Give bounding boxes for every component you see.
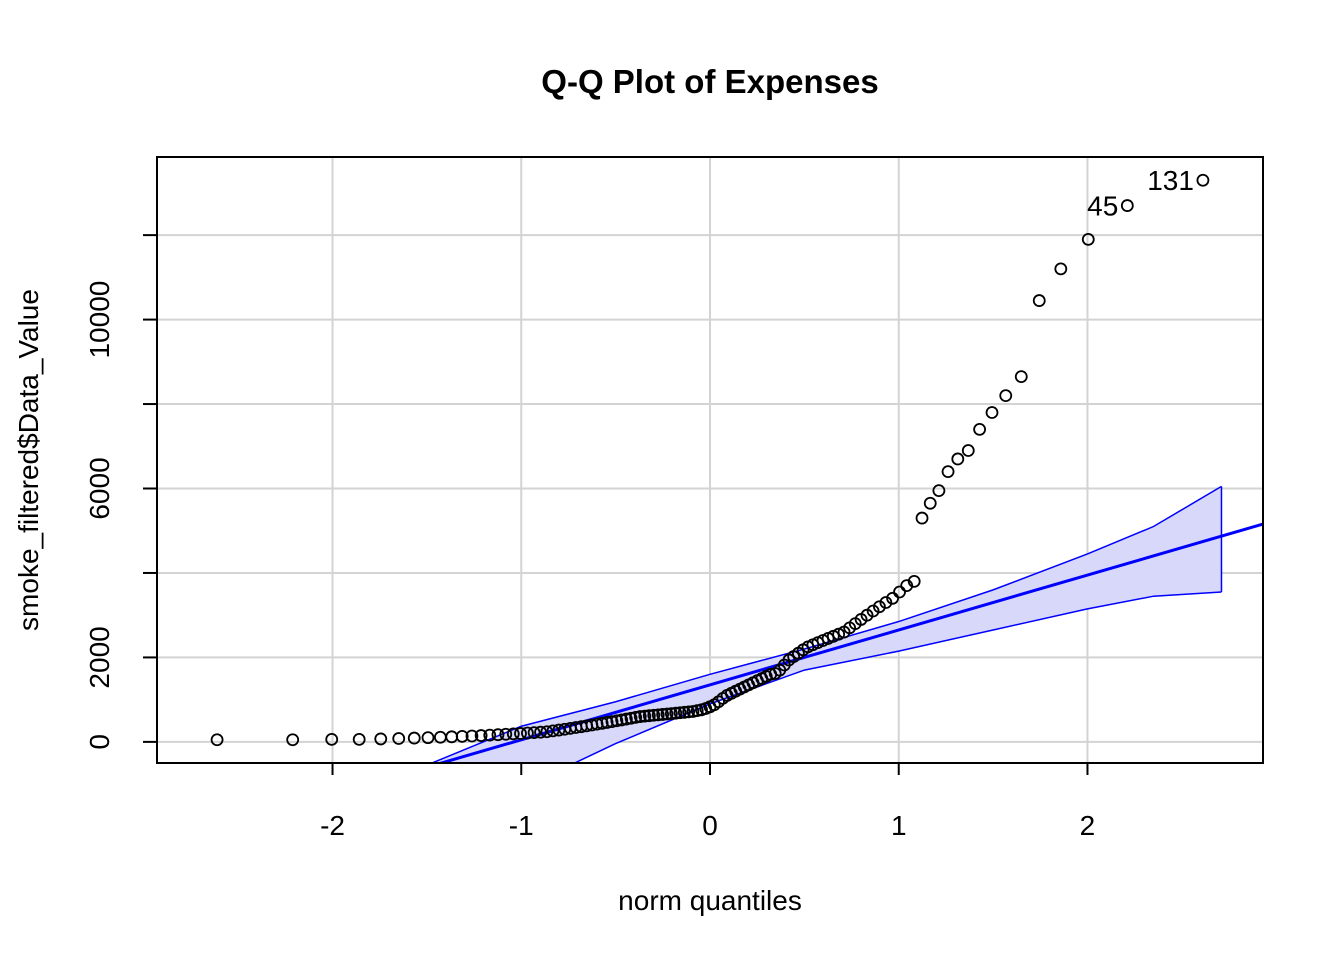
qq-point (610, 714, 624, 728)
qq-point (873, 600, 886, 614)
qq-point (374, 732, 388, 746)
qq-point (1081, 232, 1095, 246)
qq-point (932, 484, 946, 498)
qq-point (210, 733, 224, 747)
qq-point (893, 585, 906, 599)
qq-point (682, 705, 696, 719)
qq-point (1032, 294, 1046, 307)
qq-point (483, 728, 497, 742)
reference-line (436, 522, 1263, 763)
qq-point (521, 726, 534, 740)
x-axis: -2 -1 0 1 2 (320, 763, 1095, 841)
qq-point (961, 444, 975, 457)
qq-point (474, 729, 488, 742)
qq-point (352, 732, 366, 746)
qq-point (660, 707, 674, 721)
y-tick-label: 6000 (84, 457, 115, 519)
qq-point (546, 724, 560, 738)
qq-point (879, 596, 893, 609)
qq-point (642, 709, 656, 723)
qq-point (923, 496, 937, 510)
x-tick-label: -1 (509, 810, 534, 841)
qq-point (615, 713, 629, 727)
qq-point (866, 604, 880, 618)
qq-point (941, 465, 955, 479)
qq-point (534, 725, 547, 739)
qq-point (506, 727, 520, 741)
qq-point (499, 727, 513, 741)
reference-line-layer (436, 522, 1263, 763)
x-axis-label: norm quantiles (618, 885, 802, 916)
qq-point (540, 725, 554, 739)
qq-point (392, 732, 406, 745)
qq-point (999, 389, 1013, 402)
qq-point (985, 406, 999, 419)
qq-point (600, 716, 614, 729)
qq-point (633, 710, 647, 723)
qq-point (407, 731, 421, 745)
data-points (210, 173, 1210, 747)
qq-point (647, 708, 661, 722)
x-tick-label: 2 (1080, 810, 1096, 841)
point-labels: 45 131 (1087, 165, 1194, 221)
qq-point (619, 712, 633, 726)
confidence-band (432, 486, 1222, 763)
qq-point (677, 705, 691, 719)
grid (157, 157, 1263, 763)
qq-point (286, 733, 300, 747)
confidence-band-upper (430, 485, 1222, 763)
qq-point (455, 729, 469, 743)
qq-point (1014, 370, 1028, 383)
qq-point (907, 575, 921, 588)
qq-point (638, 709, 652, 723)
qq-point (886, 591, 899, 605)
qq-point (673, 706, 687, 720)
qq-point (1196, 173, 1210, 187)
qq-point (832, 627, 846, 641)
x-tick-label: 0 (702, 810, 718, 841)
qq-point (656, 708, 670, 721)
chart-title: Q-Q Plot of Expenses (541, 63, 878, 100)
confidence-band-layer (430, 485, 1223, 763)
x-tick-label: 1 (891, 810, 907, 841)
qq-point (624, 711, 638, 725)
qq-point (651, 708, 665, 722)
qq-point (915, 511, 929, 525)
qq-point (629, 710, 643, 724)
qq-point (1120, 199, 1134, 212)
y-axis-label: smoke_filtered$Data_Value (13, 289, 44, 631)
qq-point (527, 726, 541, 739)
qq-point (325, 732, 339, 746)
qq-point (1054, 262, 1068, 276)
confidence-band-lower (572, 591, 1222, 763)
qq-point (664, 707, 678, 720)
qq-point (605, 715, 619, 729)
qq-point (421, 731, 435, 745)
qq-point (491, 728, 505, 742)
qq-point (973, 422, 987, 436)
point-label: 131 (1147, 165, 1194, 196)
y-tick-label: 0 (84, 734, 115, 750)
y-tick-label: 10000 (84, 281, 115, 359)
x-tick-label: -2 (320, 810, 345, 841)
y-tick-label: 2000 (84, 626, 115, 688)
qq-point (445, 730, 459, 744)
qq-point (951, 452, 965, 466)
qq-point (514, 727, 527, 740)
qq-point (669, 706, 683, 720)
y-axis: 0 2000 6000 10000 (84, 234, 157, 750)
point-label: 45 (1087, 191, 1118, 222)
qq-point (465, 729, 479, 743)
